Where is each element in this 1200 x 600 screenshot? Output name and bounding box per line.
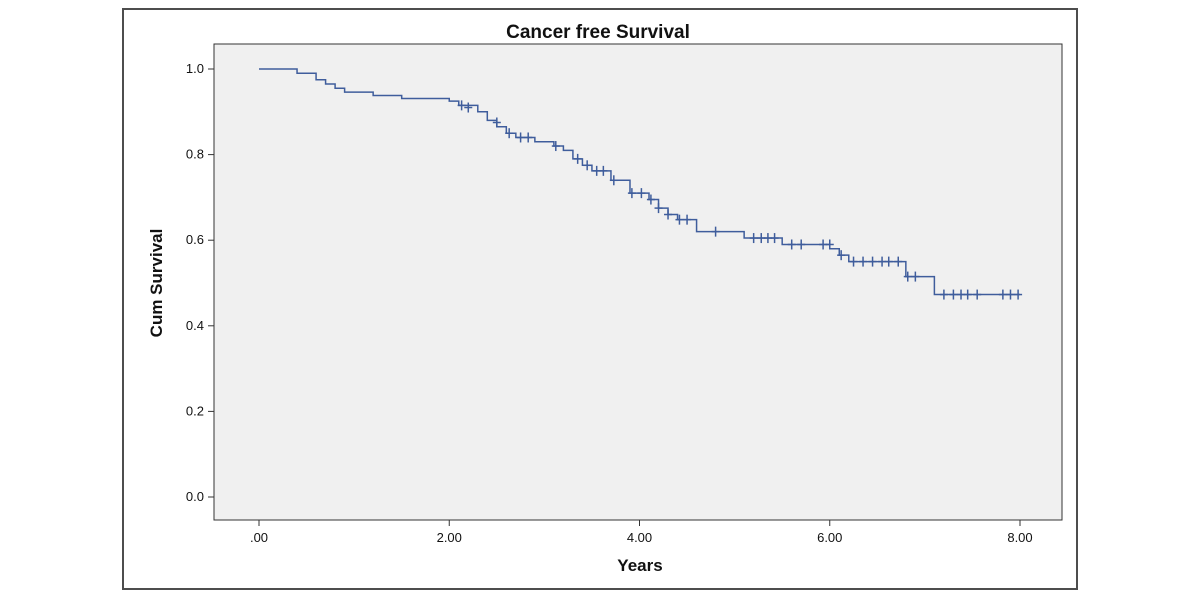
x-tick-label: .00 — [250, 530, 268, 545]
censor-mark — [894, 256, 903, 267]
censor-mark — [963, 289, 972, 300]
censor-mark — [749, 233, 758, 244]
censor-mark — [973, 289, 982, 300]
censor-mark — [573, 153, 582, 164]
censor-mark — [457, 100, 466, 111]
censor-mark — [787, 239, 796, 250]
censor-mark — [837, 250, 846, 261]
x-tick-label: 4.00 — [627, 530, 652, 545]
censor-mark — [516, 132, 525, 143]
censor-mark — [711, 226, 720, 237]
y-axis-label: Cum Survival — [147, 229, 166, 338]
censor-mark — [911, 271, 920, 282]
censor-mark — [637, 188, 646, 199]
censor-mark — [868, 256, 877, 267]
y-tick-label: 0.4 — [186, 318, 204, 333]
x-tick-label: 6.00 — [817, 530, 842, 545]
censor-mark — [551, 141, 560, 152]
censor-mark — [1006, 289, 1015, 300]
censor-mark — [949, 289, 958, 300]
censor-mark — [583, 160, 592, 171]
axes: 0.0 0.2 0.4 0.6 0.8 1.0 .00 2.00 4.00 6.00 8.00 — [186, 61, 1033, 545]
censor-mark — [646, 194, 655, 205]
censor-mark — [903, 271, 912, 282]
x-tick-label: 2.00 — [437, 530, 462, 545]
censor-mark — [849, 256, 858, 267]
censor-mark — [609, 175, 618, 186]
plot-area — [213, 43, 1063, 521]
censor-mark — [770, 233, 779, 244]
censor-mark — [464, 102, 473, 113]
censor-mark — [998, 289, 1007, 300]
censor-mark — [859, 256, 868, 267]
censor-mark — [797, 239, 806, 250]
survival-step-line — [259, 68, 1020, 296]
censor-mark — [505, 128, 514, 139]
censor-mark — [683, 214, 692, 225]
censor-mark — [524, 132, 533, 143]
censor-mark — [1014, 289, 1023, 300]
censor-mark — [939, 289, 948, 300]
y-tick-label: 0.6 — [186, 232, 204, 247]
censor-mark — [654, 203, 663, 214]
censor-mark — [627, 188, 636, 199]
censor-mark — [664, 209, 673, 220]
chart-title: Cancer free Survival — [506, 22, 690, 43]
censor-mark — [825, 239, 834, 250]
y-tick-label: 1.0 — [186, 61, 204, 76]
survival-series — [259, 68, 1023, 300]
censor-mark — [675, 214, 684, 225]
censor-mark — [599, 165, 608, 176]
x-axis-label: Years — [617, 556, 662, 575]
y-tick-label: 0.2 — [186, 403, 204, 418]
censor-mark — [492, 117, 501, 128]
y-tick-label: 0.0 — [186, 489, 204, 504]
censor-mark — [884, 256, 893, 267]
x-tick-label: 8.00 — [1007, 530, 1032, 545]
y-tick-label: 0.8 — [186, 147, 204, 162]
